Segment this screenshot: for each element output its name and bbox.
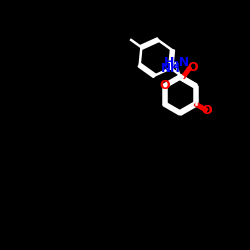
Text: O: O bbox=[201, 104, 212, 117]
Text: O: O bbox=[159, 80, 170, 92]
Text: H₂N: H₂N bbox=[164, 56, 190, 68]
Text: O: O bbox=[187, 61, 198, 74]
Text: NH: NH bbox=[161, 62, 181, 74]
